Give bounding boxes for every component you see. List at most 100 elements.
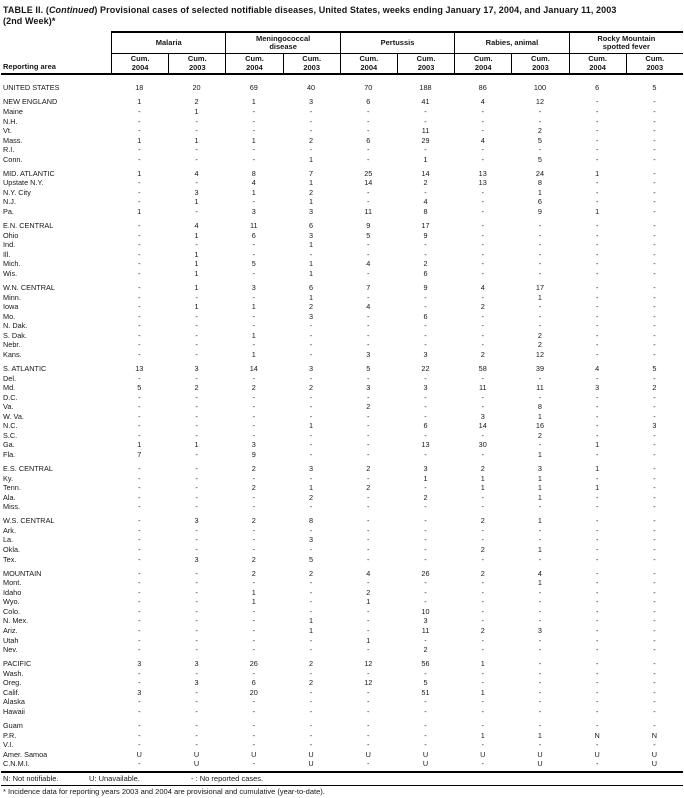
value-cell: - (138, 392, 141, 402)
value-cell: - (595, 421, 599, 431)
reporting-area-cell: Ind. (3, 240, 16, 250)
value-cell: - (195, 492, 198, 502)
value-cell: - (595, 430, 599, 440)
value-cell: - (653, 449, 656, 459)
value-cell: - (595, 349, 599, 359)
reporting-area-cell: E.S. CENTRAL (3, 464, 53, 474)
value-cell: - (653, 645, 656, 655)
value-cell: - (538, 240, 542, 250)
value-cell: 5 (251, 259, 256, 269)
value-cell: - (481, 187, 484, 197)
value-cell: - (595, 321, 599, 331)
value-cell: - (538, 106, 542, 116)
value-cell: - (252, 706, 255, 716)
value-cell: 6 (423, 311, 428, 321)
value-cell: 1 (308, 240, 314, 250)
reporting-area-cell: D.C. (3, 392, 18, 402)
col-header-malaria-cum-2003: Cum. 2003 (168, 54, 225, 73)
value-cell: - (481, 597, 484, 607)
value-cell: - (252, 249, 255, 259)
value-cell: 13 (478, 168, 487, 178)
value-cell: - (595, 402, 599, 412)
value-cell: - (138, 516, 141, 526)
value-cell: - (195, 721, 198, 731)
value-cell: - (138, 230, 141, 240)
value-cell: - (424, 597, 427, 607)
value-cell: 17 (421, 221, 430, 231)
value-cell: 18 (135, 83, 144, 93)
reporting-area-cell: Conn. (3, 154, 23, 164)
value-cell: - (367, 578, 370, 588)
value-cell: - (252, 392, 255, 402)
value-cell: - (653, 154, 656, 164)
value-cell: - (653, 402, 656, 412)
value-cell: - (595, 116, 599, 126)
value-cell: 6 (308, 221, 314, 231)
value-cell: - (309, 340, 313, 350)
value-cell: 1 (251, 597, 256, 607)
reporting-area-cell: N. Mex. (3, 616, 29, 626)
value-cell: - (138, 116, 141, 126)
value-cell: - (309, 697, 313, 707)
value-cell: 1 (537, 483, 542, 493)
value-cell: - (653, 578, 656, 588)
value-cell: - (653, 168, 656, 178)
reporting-area-cell: Wash. (3, 668, 24, 678)
value-cell: - (424, 302, 427, 312)
value-cell: - (195, 626, 198, 635)
col-header-malaria-cum-2004: Cum. 2004 (111, 54, 168, 73)
value-cell: - (252, 759, 255, 769)
value-cell: 1 (194, 268, 199, 278)
value-cell: 1 (194, 440, 199, 450)
value-cell: 9 (423, 283, 428, 293)
value-cell: - (252, 126, 255, 136)
value-cell: - (367, 545, 370, 555)
value-cell: - (138, 221, 141, 231)
value-cell: - (252, 421, 255, 431)
table-row: MID. ATLANTIC 1 4 8 7 25 14 13 24 1- (1, 169, 683, 179)
reporting-area-cell: N.Y. City (3, 187, 31, 197)
value-cell: - (195, 178, 198, 188)
value-cell: - (481, 240, 484, 250)
value-cell: - (481, 706, 484, 716)
value-cell: 1 (537, 411, 542, 421)
column-group-pertussis: Pertussis (339, 33, 454, 53)
value-cell: - (538, 740, 542, 750)
value-cell: - (481, 340, 484, 350)
value-cell: 41 (421, 97, 430, 107)
reporting-area-cell: S. Dak. (3, 330, 27, 340)
value-cell: - (595, 587, 599, 597)
value-cell: 2 (480, 626, 485, 635)
value-cell: 3 (308, 364, 314, 373)
value-cell: 100 (533, 83, 547, 93)
value-cell: - (195, 240, 198, 250)
reporting-area-cell: Ga. (3, 440, 15, 450)
value-cell: - (138, 473, 141, 483)
table-section: Guam - - - - - - - - - - P.R. - - - - - -1 1 N N V.I. - - - - - - - -… (1, 721, 683, 769)
value-cell: 2 (251, 483, 256, 493)
value-cell: - (367, 311, 370, 321)
value-cell: - (195, 578, 198, 588)
value-cell: - (252, 402, 255, 412)
value-cell: 2 (251, 554, 256, 564)
value-cell: U (651, 759, 658, 769)
value-cell: - (481, 525, 484, 535)
value-cell: - (424, 587, 427, 597)
value-cell: 3 (423, 464, 428, 474)
value-cell: 17 (535, 283, 545, 293)
value-cell: - (424, 330, 427, 340)
value-cell: - (309, 411, 313, 421)
value-cell: - (653, 392, 656, 402)
value-cell: - (538, 616, 542, 626)
value-cell: 2 (308, 383, 314, 393)
value-cell: 1 (366, 597, 371, 607)
value-cell: - (424, 240, 427, 250)
value-cell: 69 (249, 83, 258, 93)
value-cell: - (481, 587, 484, 597)
value-cell: 3 (308, 97, 314, 107)
table-row: W.S. CENTRAL - 3 2 8 - - 2 1 - - (1, 516, 683, 526)
value-cell: 1 (251, 330, 256, 340)
reporting-area-cell: Nev. (3, 645, 18, 655)
value-cell: 4 (423, 197, 428, 207)
value-cell: 3 (194, 364, 199, 373)
